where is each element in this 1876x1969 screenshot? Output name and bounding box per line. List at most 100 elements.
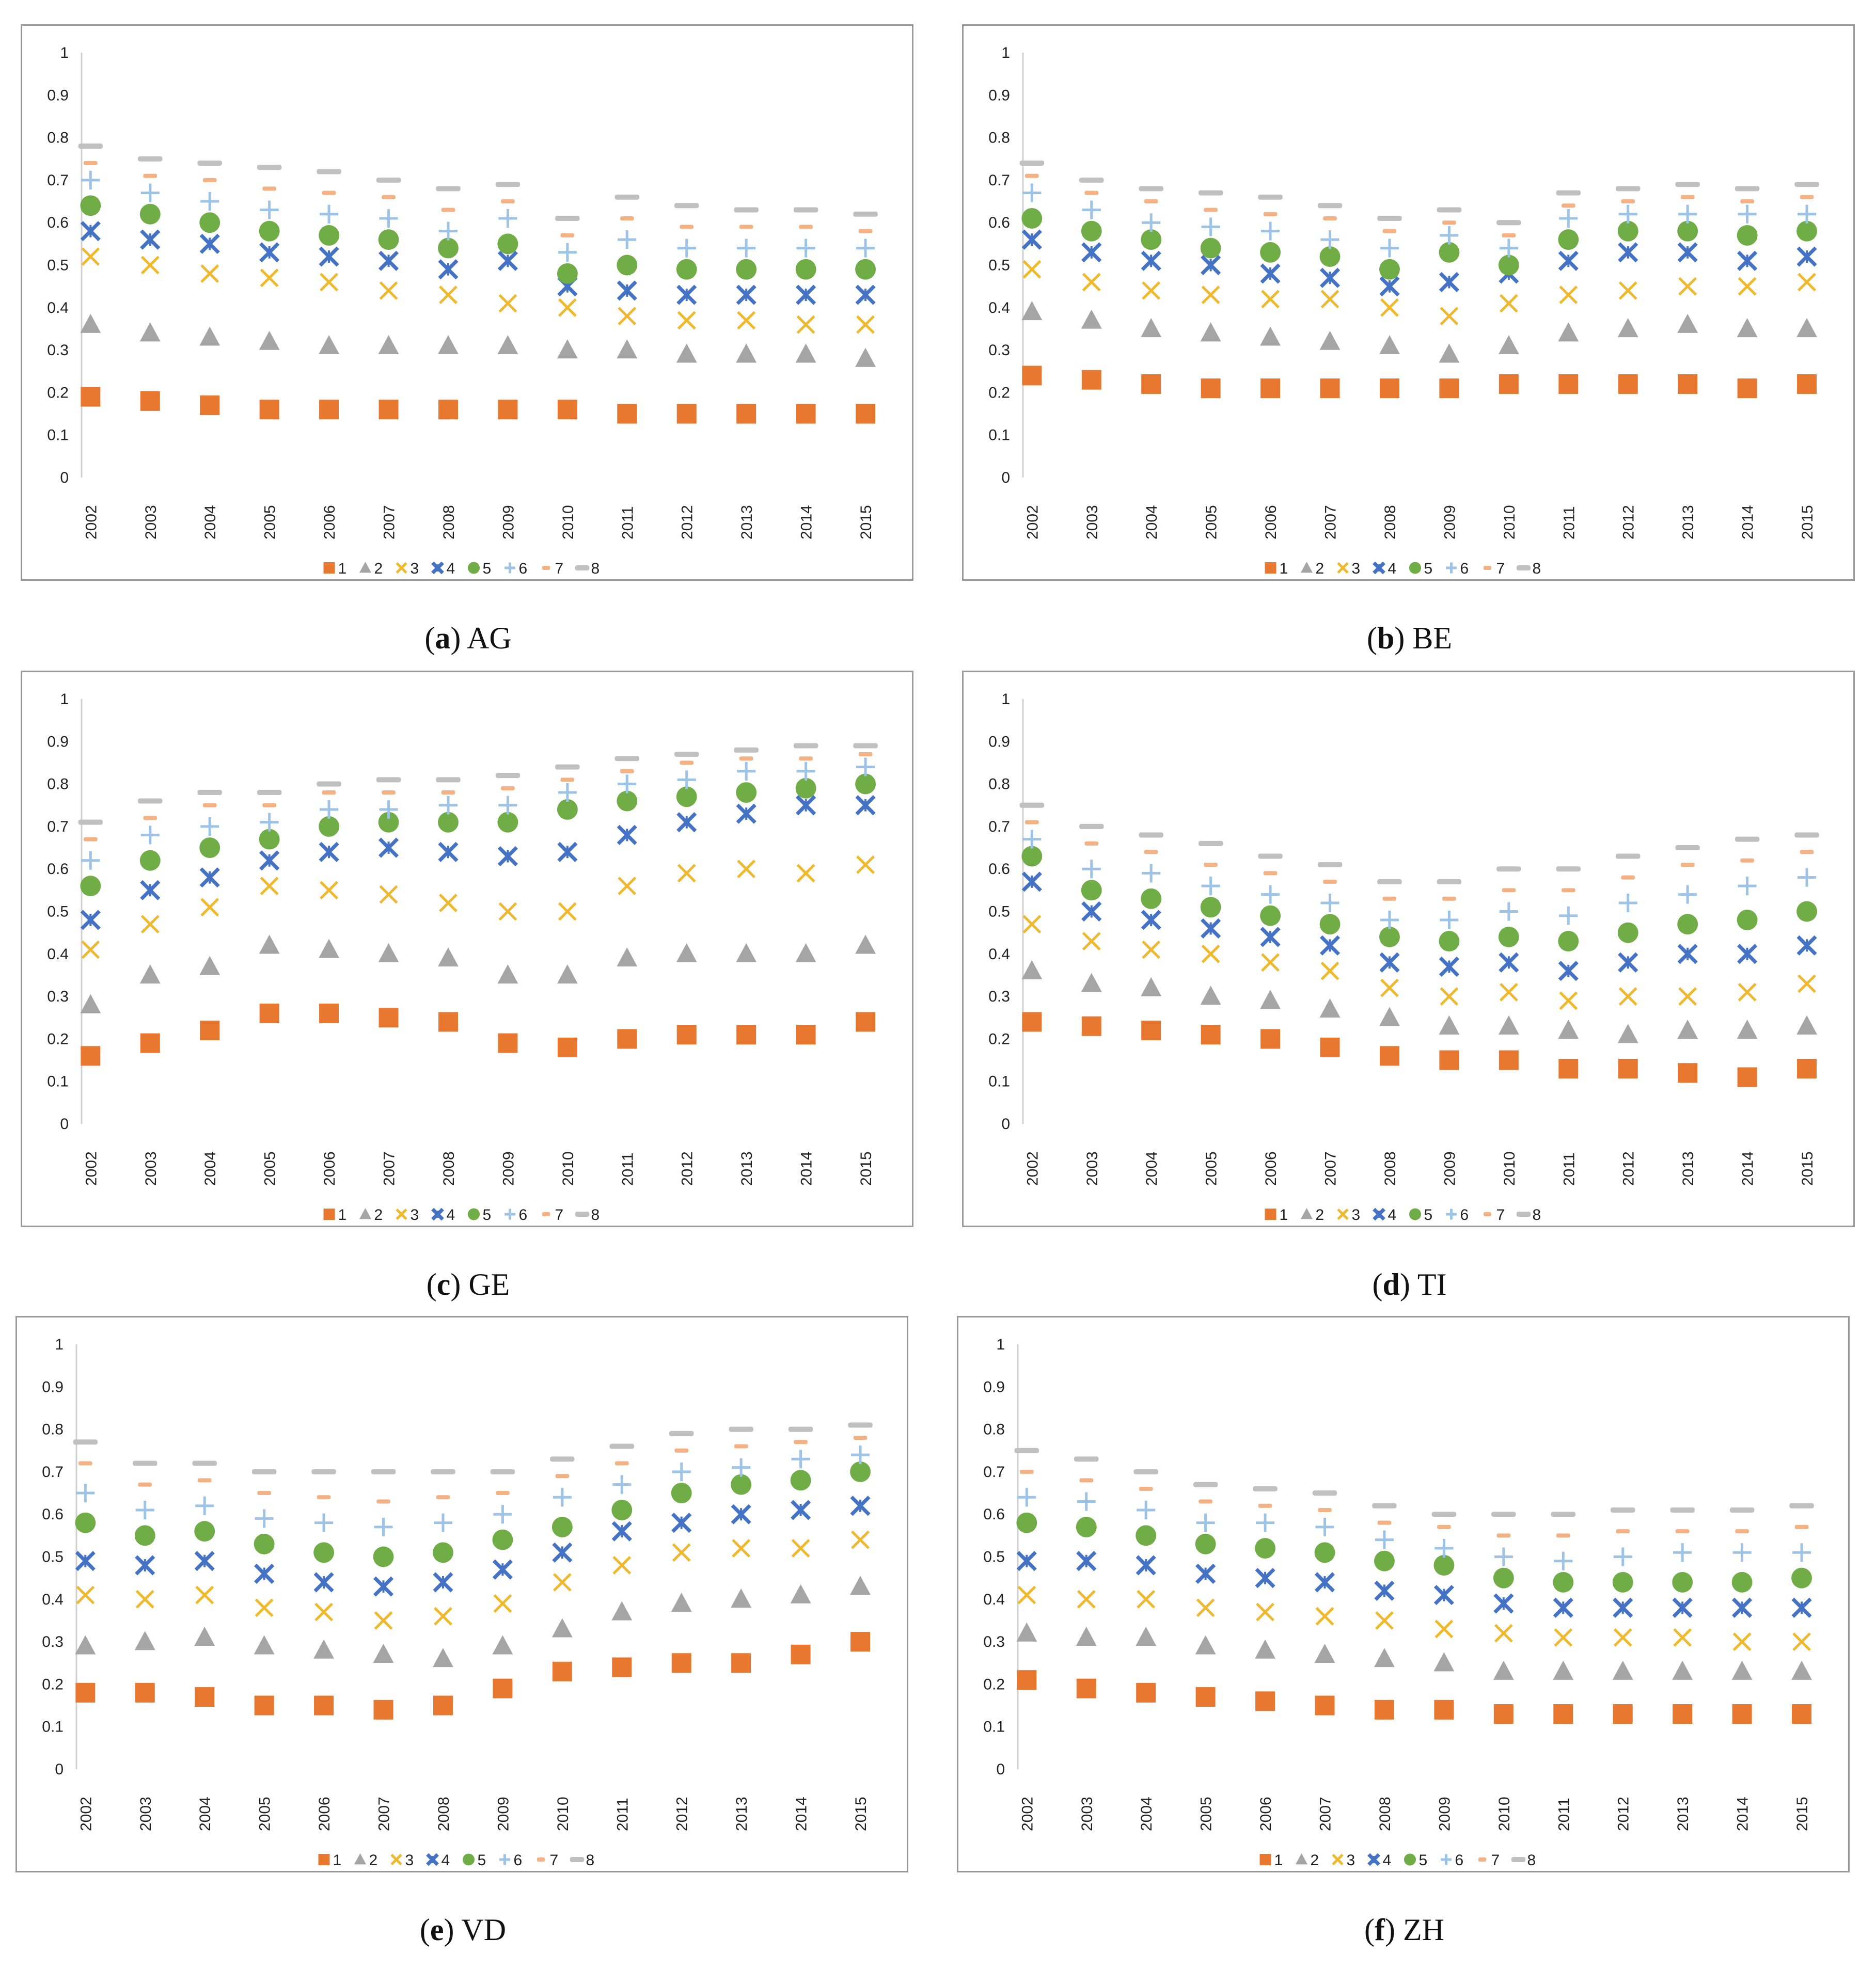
data-point: [1256, 1513, 1275, 1532]
data-point: [1494, 1547, 1513, 1566]
data-point: [1433, 1584, 1454, 1606]
data-point: [1499, 952, 1519, 973]
data-point: [617, 280, 637, 301]
x-tick-label: 2006: [1257, 1797, 1274, 1831]
data-point: [320, 881, 338, 900]
data-point: [1553, 1660, 1574, 1680]
x-tick-label: 2014: [793, 1797, 810, 1831]
data-point: [492, 1529, 513, 1550]
data-point: [254, 1635, 275, 1655]
data-point: [1025, 820, 1039, 824]
data-point: [1201, 877, 1220, 896]
x-tick-label: 2004: [202, 1151, 219, 1186]
data-point: [1142, 864, 1161, 883]
data-point: [1496, 220, 1521, 226]
data-point: [737, 311, 756, 330]
legend-label: 3: [411, 560, 419, 577]
legend-marker: [1441, 1854, 1452, 1865]
data-point: [254, 1563, 275, 1584]
data-point: [1201, 217, 1220, 236]
data-point: [1502, 233, 1516, 237]
y-tick-label: 1: [60, 44, 69, 61]
data-point: [1022, 1012, 1042, 1032]
data-point: [1797, 1059, 1817, 1079]
data-point: [555, 764, 580, 770]
data-point: [1076, 1551, 1097, 1571]
data-point: [1380, 910, 1399, 930]
data-point: [855, 259, 876, 280]
series-2: [75, 1576, 871, 1668]
data-point: [1442, 896, 1456, 901]
data-point: [1133, 1469, 1158, 1474]
data-point: [75, 1551, 96, 1571]
data-point: [1141, 229, 1162, 250]
data-point: [1677, 242, 1698, 263]
data-point: [1374, 1648, 1395, 1668]
x-tick-label: 2012: [674, 1797, 691, 1831]
data-point: [438, 335, 459, 355]
data-point: [1737, 318, 1758, 338]
y-tick-label: 1: [996, 1336, 1005, 1353]
scatter-chart-ag: 0 0.1 0.2 0.3 0.4 0.5 0.6 0.7 0.8 0.9 1 2002 2003 200…: [47, 44, 878, 577]
data-point: [1201, 378, 1221, 399]
data-point: [737, 860, 756, 879]
data-point: [1737, 1067, 1757, 1087]
data-point: [1437, 879, 1462, 884]
y-tick-label: 0: [55, 1761, 64, 1778]
x-tick-label: 2010: [1496, 1797, 1513, 1831]
data-point: [1319, 935, 1341, 956]
data-point: [851, 1530, 870, 1549]
data-point: [1621, 875, 1635, 880]
data-point: [374, 1611, 393, 1630]
legend-marker: [1409, 562, 1422, 574]
y-tick-label: 0.7: [988, 818, 1010, 835]
data-point: [1729, 1507, 1755, 1513]
data-point: [140, 229, 161, 250]
data-point: [1260, 927, 1281, 947]
data-point: [1081, 220, 1102, 242]
data-point: [260, 200, 279, 219]
x-tick-label: 2010: [1501, 1151, 1518, 1186]
x-tick-label: 2002: [1024, 505, 1041, 539]
data-point: [1613, 1547, 1632, 1566]
data-point: [260, 268, 279, 288]
legend-marker: [1446, 1209, 1457, 1220]
data-point: [791, 1644, 811, 1664]
data-point: [1740, 199, 1754, 204]
data-point: [558, 298, 577, 317]
data-point: [1142, 213, 1161, 232]
series-4: [1021, 871, 1817, 981]
data-point: [1317, 203, 1343, 209]
x-tick-label: 2002: [83, 505, 100, 539]
data-point: [1678, 277, 1697, 296]
data-point: [560, 777, 575, 782]
data-point: [669, 1431, 694, 1436]
chart-caption: (d) TI: [1372, 1267, 1447, 1301]
data-point: [1798, 974, 1816, 993]
data-point: [378, 335, 399, 355]
data-point: [1618, 952, 1638, 973]
data-point: [1680, 862, 1695, 867]
data-point: [1558, 931, 1579, 952]
legend-label: 1: [333, 1852, 342, 1869]
data-point: [1200, 322, 1221, 342]
data-point: [438, 237, 459, 259]
data-point: [140, 391, 160, 411]
legend-marker: [359, 1208, 372, 1219]
legend-label: 5: [1424, 560, 1433, 577]
data-point: [1081, 880, 1102, 901]
data-point: [1442, 220, 1456, 225]
data-point: [1737, 225, 1758, 246]
data-point: [1794, 832, 1819, 838]
data-point: [1196, 1598, 1215, 1617]
data-point: [1315, 1695, 1335, 1716]
series-7: [78, 1436, 868, 1504]
data-point: [1732, 1543, 1752, 1562]
data-point: [1437, 207, 1462, 213]
data-point: [1076, 1678, 1096, 1698]
data-point: [1314, 1542, 1335, 1563]
data-point: [736, 259, 757, 280]
x-tick-label: 2013: [738, 1151, 755, 1186]
data-point: [791, 1539, 810, 1558]
data-point: [1319, 914, 1341, 935]
